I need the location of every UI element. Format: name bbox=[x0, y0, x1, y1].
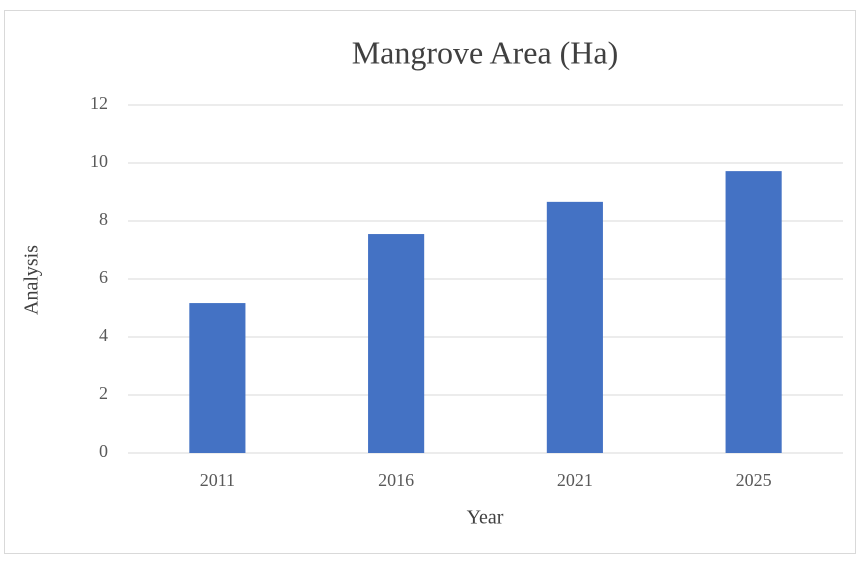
x-axis-title: Year bbox=[467, 507, 504, 529]
x-tick-label: 2021 bbox=[557, 470, 593, 490]
x-tick-label: 2011 bbox=[200, 470, 235, 490]
bar bbox=[725, 171, 782, 453]
y-tick-label: 4 bbox=[99, 325, 108, 345]
y-tick-label: 8 bbox=[99, 209, 108, 229]
bar bbox=[189, 303, 246, 453]
x-tick-label: 2016 bbox=[378, 470, 414, 490]
y-tick-label: 6 bbox=[99, 267, 108, 287]
x-tick-label: 2025 bbox=[736, 470, 772, 490]
y-tick-label: 0 bbox=[99, 441, 108, 461]
chart-border bbox=[4, 10, 856, 554]
y-axis-title: Analysis bbox=[21, 245, 43, 315]
bar bbox=[546, 201, 603, 453]
y-tick-label: 10 bbox=[90, 151, 108, 171]
bar bbox=[368, 234, 425, 453]
y-tick-label: 2 bbox=[99, 383, 108, 403]
chart-title: Mangrove Area (Ha) bbox=[352, 34, 619, 70]
y-tick-label: 12 bbox=[90, 93, 108, 113]
